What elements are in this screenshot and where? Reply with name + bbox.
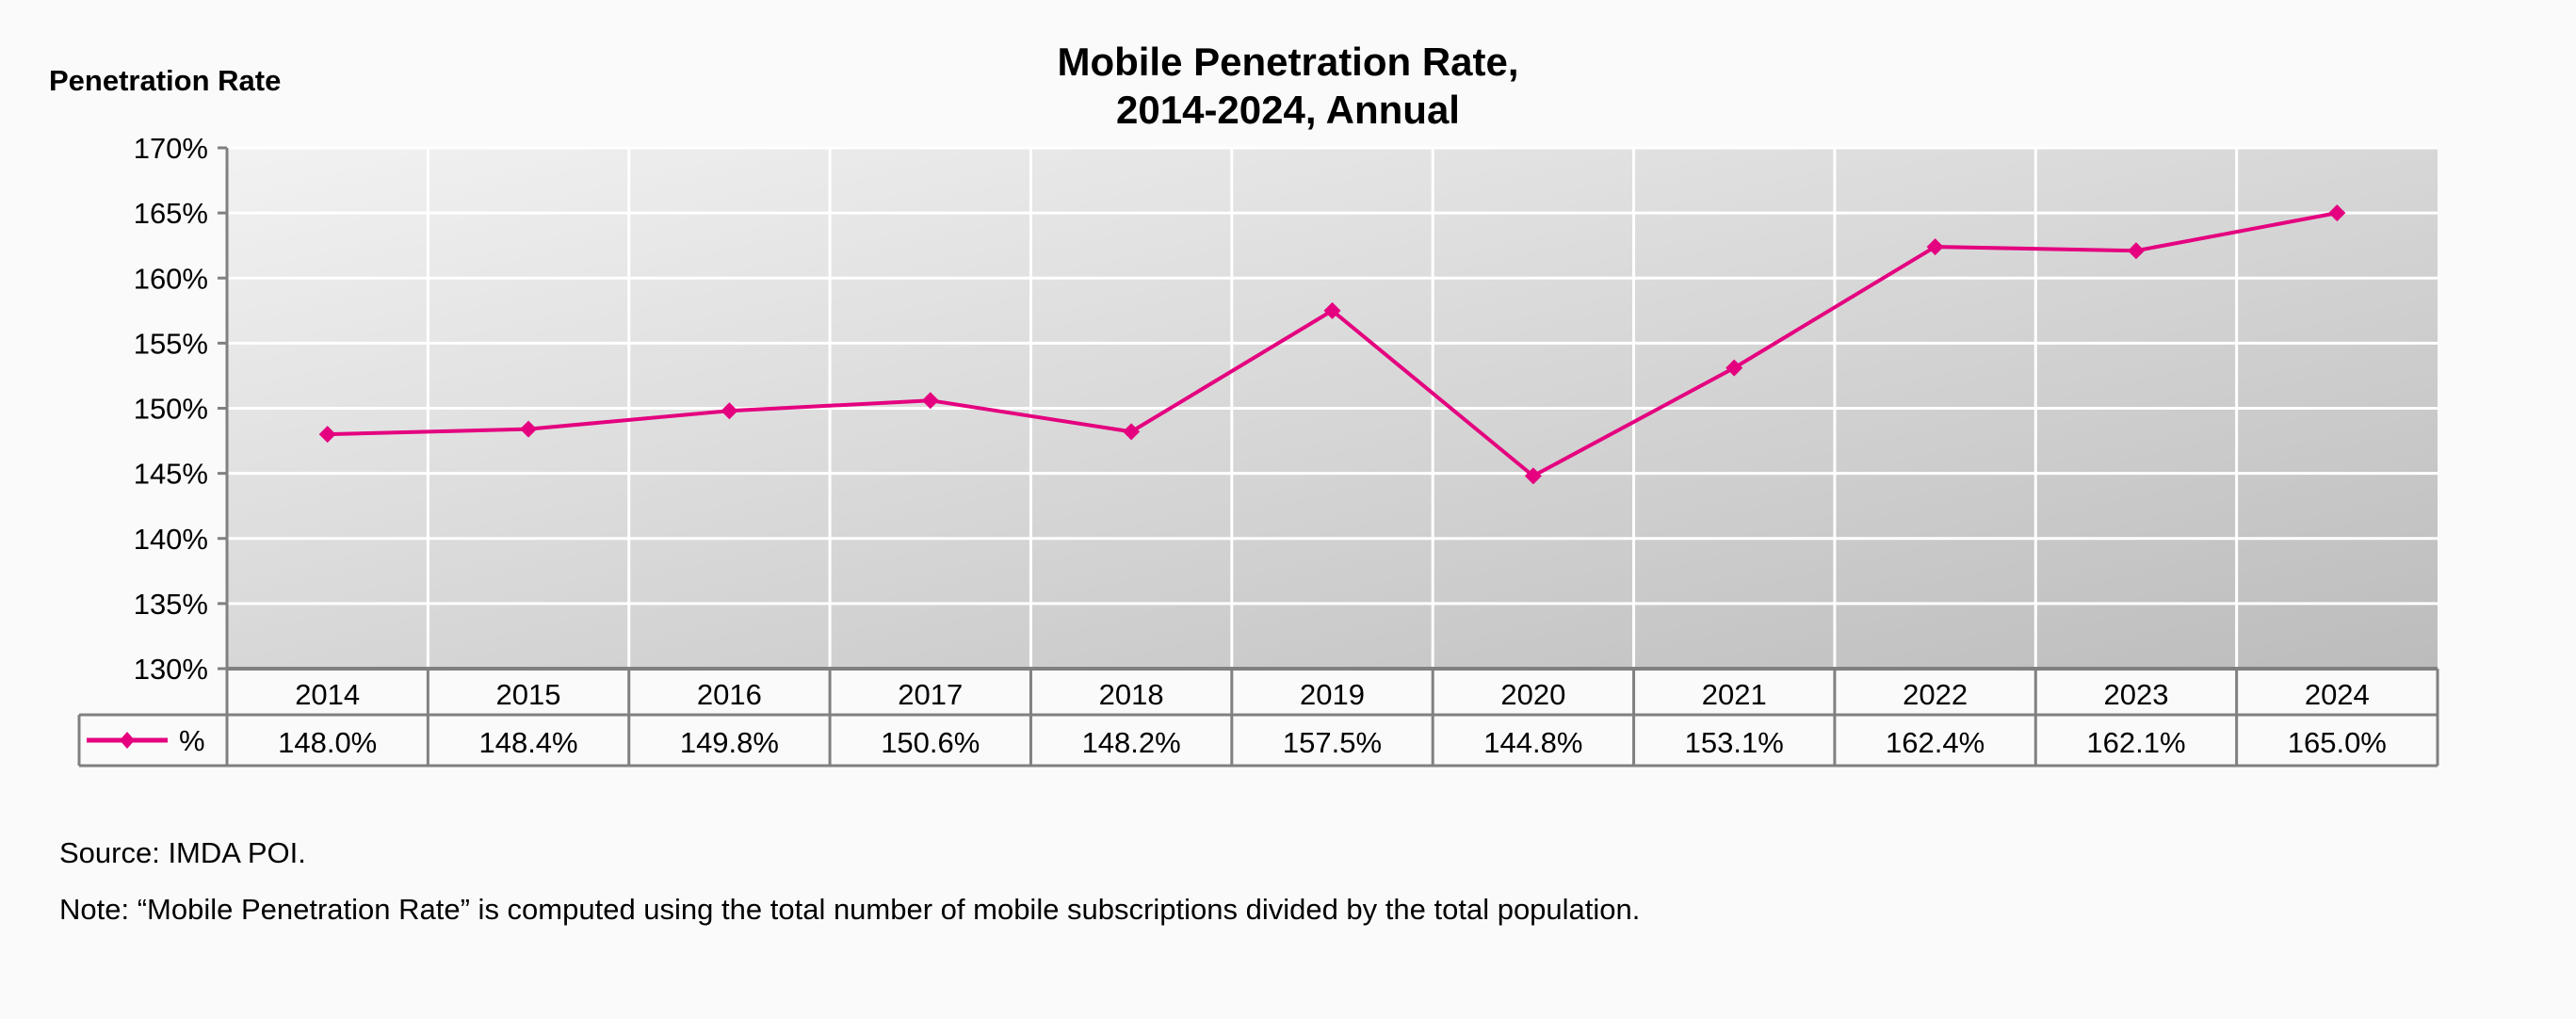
note-text: Note: “Mobile Penetration Rate” is compu… <box>59 893 1641 926</box>
x-tick-label: 2016 <box>697 678 762 711</box>
data-table-value: 148.4% <box>478 726 577 759</box>
data-table-value: 157.5% <box>1283 726 1382 759</box>
data-point-marker <box>1725 359 1743 377</box>
x-tick-label: 2019 <box>1300 678 1365 711</box>
data-table-value: 150.6% <box>881 726 980 759</box>
source-text: Source: IMDA POI. <box>59 836 306 869</box>
data-table-value: 162.1% <box>2086 726 2185 759</box>
y-tick-label: 130% <box>134 653 208 686</box>
x-tick-label: 2014 <box>295 678 360 711</box>
data-point-marker <box>1323 301 1341 319</box>
y-tick-label: 170% <box>134 132 208 165</box>
legend-label: % <box>179 724 205 757</box>
chart-title-line2: 2014-2024, Annual <box>1116 88 1460 132</box>
data-table-value: 162.4% <box>1886 726 1985 759</box>
x-tick-label: 2015 <box>496 678 561 711</box>
data-point-marker <box>2127 242 2145 260</box>
y-axis-label: Penetration Rate <box>49 64 282 97</box>
data-table-value: 144.8% <box>1483 726 1582 759</box>
x-tick-label: 2018 <box>1099 678 1164 711</box>
data-table-value: 148.0% <box>278 726 377 759</box>
x-tick-label: 2017 <box>898 678 963 711</box>
y-tick-label: 150% <box>134 393 208 426</box>
data-point-marker <box>318 426 336 444</box>
legend-diamond-marker <box>120 732 135 749</box>
data-table-value: 148.2% <box>1082 726 1181 759</box>
data-table-value: 153.1% <box>1685 726 1784 759</box>
x-tick-label: 2024 <box>2305 678 2370 711</box>
data-table-value: 149.8% <box>680 726 779 759</box>
y-tick-label: 160% <box>134 262 208 295</box>
data-point-marker <box>1524 467 1542 485</box>
data-table-value: 165.0% <box>2288 726 2387 759</box>
x-tick-label: 2021 <box>1702 678 1767 711</box>
data-point-marker <box>2328 204 2346 222</box>
x-tick-label: 2020 <box>1500 678 1565 711</box>
y-tick-label: 165% <box>134 197 208 230</box>
data-point-marker <box>1123 423 1141 441</box>
chart-title-line1: Mobile Penetration Rate, <box>1057 40 1519 84</box>
chart-title: Mobile Penetration Rate, 2014-2024, Annu… <box>0 38 2576 134</box>
data-point-marker <box>1926 238 1944 256</box>
y-tick-label: 155% <box>134 327 208 360</box>
y-tick-label: 140% <box>134 523 208 556</box>
x-tick-label: 2022 <box>1903 678 1968 711</box>
y-tick-label: 135% <box>134 588 208 621</box>
data-point-marker <box>721 402 738 420</box>
data-point-marker <box>921 392 939 410</box>
data-point-marker <box>520 420 538 438</box>
x-tick-label: 2023 <box>2103 678 2168 711</box>
y-tick-label: 145% <box>134 458 208 491</box>
